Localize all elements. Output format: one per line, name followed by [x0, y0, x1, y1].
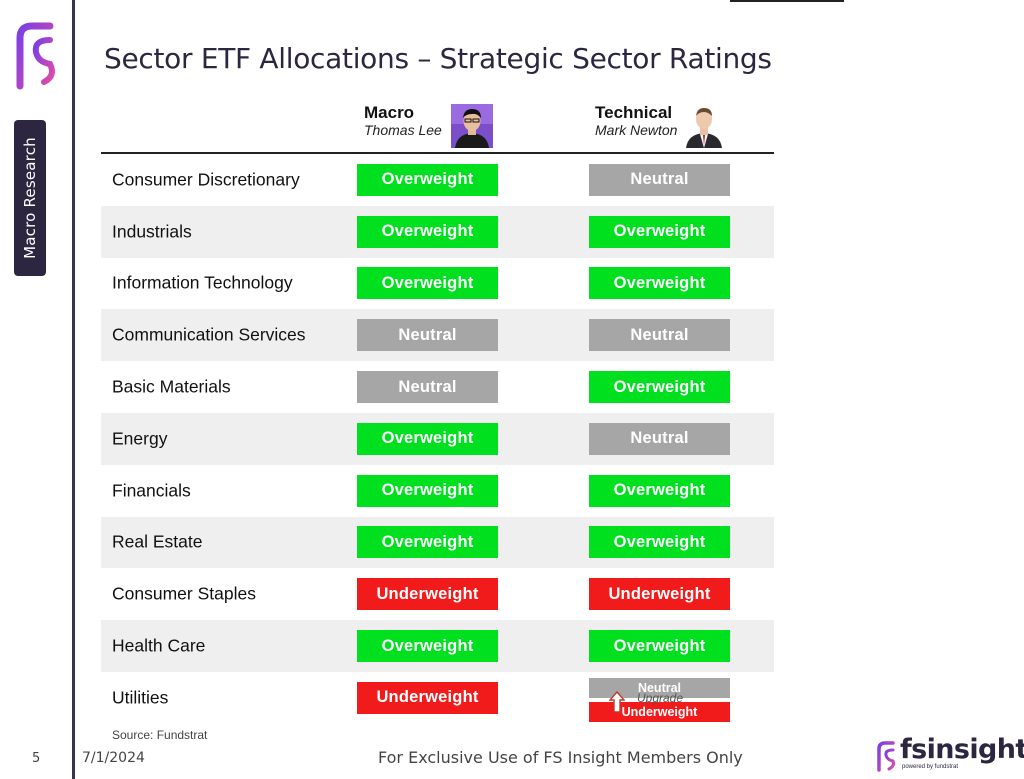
table-row: Real Estate Overweight Overweight	[101, 516, 774, 569]
table-row: Consumer Discretionary Overweight Neutral	[101, 154, 774, 206]
macro-rating-badge: Overweight	[357, 215, 498, 248]
technical-rating-change: Neutral Underweight Upgrade	[589, 672, 730, 724]
disclaimer: For Exclusive Use of FS Insight Members …	[378, 748, 743, 767]
technical-rating-badge: Overweight	[589, 215, 730, 248]
technical-column-header: Technical Mark Newton	[595, 104, 730, 150]
upgrade-label: Upgrade	[637, 690, 684, 705]
section-tab-label: Macro Research	[21, 137, 39, 259]
thomas-lee-avatar	[451, 104, 493, 148]
technical-rating-badge: Overweight	[589, 630, 730, 663]
technical-rating-badge: Neutral	[589, 163, 730, 196]
table-row: Communication Services Neutral Neutral	[101, 309, 774, 362]
ratings-table: Consumer Discretionary Overweight Neutral I…	[101, 154, 774, 724]
section-tab-macro-research: Macro Research	[14, 120, 46, 276]
technical-rating-badge: Neutral	[589, 422, 730, 455]
macro-rating-badge: Underweight	[357, 681, 498, 714]
macro-analyst-name: Thomas Lee	[364, 122, 442, 138]
macro-heading: Macro	[364, 103, 415, 122]
table-row: Energy Overweight Neutral	[101, 412, 774, 465]
technical-rating-badge: Underweight	[589, 578, 730, 611]
sector-name: Utilities	[112, 687, 169, 708]
macro-rating-badge: Overweight	[357, 422, 498, 455]
sector-name: Consumer Discretionary	[112, 169, 300, 190]
mark-newton-avatar	[683, 104, 725, 148]
table-row: Information Technology Overweight Overweig…	[101, 258, 774, 310]
sector-name: Consumer Staples	[112, 583, 256, 604]
sector-name: Information Technology	[112, 272, 293, 293]
old-rating-badge: Underweight	[589, 701, 730, 722]
sector-name: Industrials	[112, 221, 192, 242]
sector-name: Basic Materials	[112, 376, 231, 397]
report-date: 7/1/2024	[82, 750, 145, 766]
technical-rating-badge: Neutral	[589, 319, 730, 352]
macro-rating-badge: Neutral	[357, 319, 498, 352]
fs-brand-icon	[877, 741, 895, 772]
table-row: Utilities Underweight Neutral Underweight Up…	[101, 672, 774, 724]
fsinsight-brand: fsinsight powered by fundstrat	[874, 734, 1024, 774]
page-title: Sector ETF Allocations – Strategic Secto…	[104, 42, 772, 75]
macro-rating-badge: Overweight	[357, 630, 498, 663]
table-row: Industrials Overweight Overweight	[101, 205, 774, 258]
left-rail-divider	[72, 0, 75, 779]
sector-name: Financials	[112, 480, 191, 501]
macro-rating-badge: Underweight	[357, 578, 498, 611]
macro-rating-badge: Overweight	[357, 267, 498, 300]
technical-heading: Technical	[595, 103, 673, 122]
macro-rating-badge: Overweight	[357, 474, 498, 507]
sector-name: Communication Services	[112, 324, 306, 345]
source-note: Source: Fundstrat	[112, 728, 208, 742]
technical-analyst-name: Mark Newton	[595, 122, 678, 138]
sector-name: Energy	[112, 428, 168, 449]
table-row: Basic Materials Neutral Overweight	[101, 361, 774, 413]
technical-rating-badge: Overweight	[589, 371, 730, 404]
table-row: Health Care Overweight Overweight	[101, 620, 774, 672]
macro-column-header: Macro Thomas Lee	[364, 104, 499, 150]
sector-name: Health Care	[112, 635, 206, 656]
fs-logo-icon	[16, 22, 55, 90]
technical-rating-badge: Overweight	[589, 474, 730, 507]
macro-rating-badge: Neutral	[357, 371, 498, 404]
macro-rating-badge: Overweight	[357, 526, 498, 559]
technical-rating-badge: Overweight	[589, 267, 730, 300]
technical-rating-badge: Overweight	[589, 526, 730, 559]
table-row: Consumer Staples Underweight Underweight	[101, 568, 774, 620]
macro-rating-badge: Overweight	[357, 163, 498, 196]
table-row: Financials Overweight Overweight	[101, 465, 774, 517]
upgrade-arrow-icon	[609, 690, 625, 713]
header-rule	[101, 152, 774, 154]
page-number: 5	[32, 751, 41, 766]
brand-name: fsinsight	[900, 734, 1024, 765]
new-rating-badge: Neutral	[589, 677, 730, 698]
sector-name: Real Estate	[112, 531, 203, 552]
top-decorative-line	[730, 0, 844, 2]
brand-tagline: powered by fundstrat	[902, 764, 959, 770]
